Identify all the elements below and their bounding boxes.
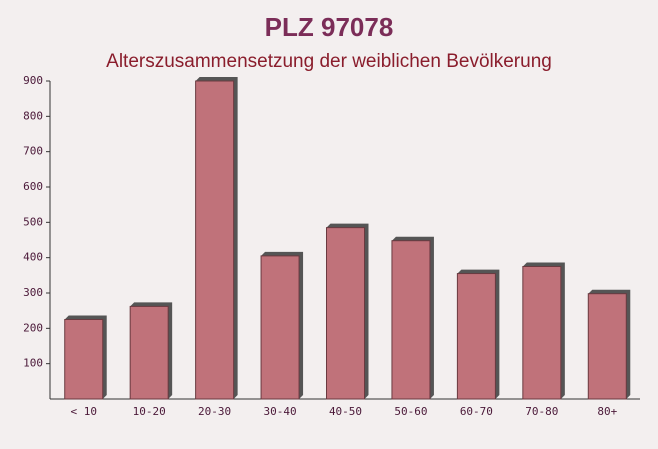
y-tick-label: 700 xyxy=(23,145,43,158)
y-tick-label: 500 xyxy=(23,215,43,228)
bar xyxy=(260,255,300,400)
bar xyxy=(326,227,365,400)
y-tick-label: 300 xyxy=(23,286,43,299)
bar xyxy=(456,273,496,400)
x-tick-label: 80+ xyxy=(597,405,617,418)
x-tick-label: < 10 xyxy=(70,405,97,418)
chart-title: PLZ 97078 xyxy=(265,12,394,42)
bar xyxy=(391,240,431,400)
x-tick-label: 70-80 xyxy=(525,405,558,418)
x-tick-label: 10-20 xyxy=(133,405,166,418)
y-tick-label: 600 xyxy=(23,180,43,193)
y-tick-label: 900 xyxy=(23,74,43,87)
chart-subtitle: Alterszusammensetzung der weiblichen Bev… xyxy=(106,51,552,72)
x-tick-label: 20-30 xyxy=(198,405,231,418)
y-tick-label: 800 xyxy=(23,109,43,122)
y-tick-label: 400 xyxy=(23,251,43,264)
y-tick-label: 100 xyxy=(23,357,43,370)
bar xyxy=(129,305,169,400)
bar xyxy=(587,293,627,400)
x-tick-label: 50-60 xyxy=(394,405,427,418)
bar xyxy=(64,319,104,400)
y-tick-label: 200 xyxy=(23,321,43,334)
x-tick-label: 60-70 xyxy=(460,405,493,418)
bar xyxy=(522,266,562,400)
bar xyxy=(195,80,235,400)
x-tick-label: 30-40 xyxy=(263,405,296,418)
x-tick-label: 40-50 xyxy=(329,405,362,418)
